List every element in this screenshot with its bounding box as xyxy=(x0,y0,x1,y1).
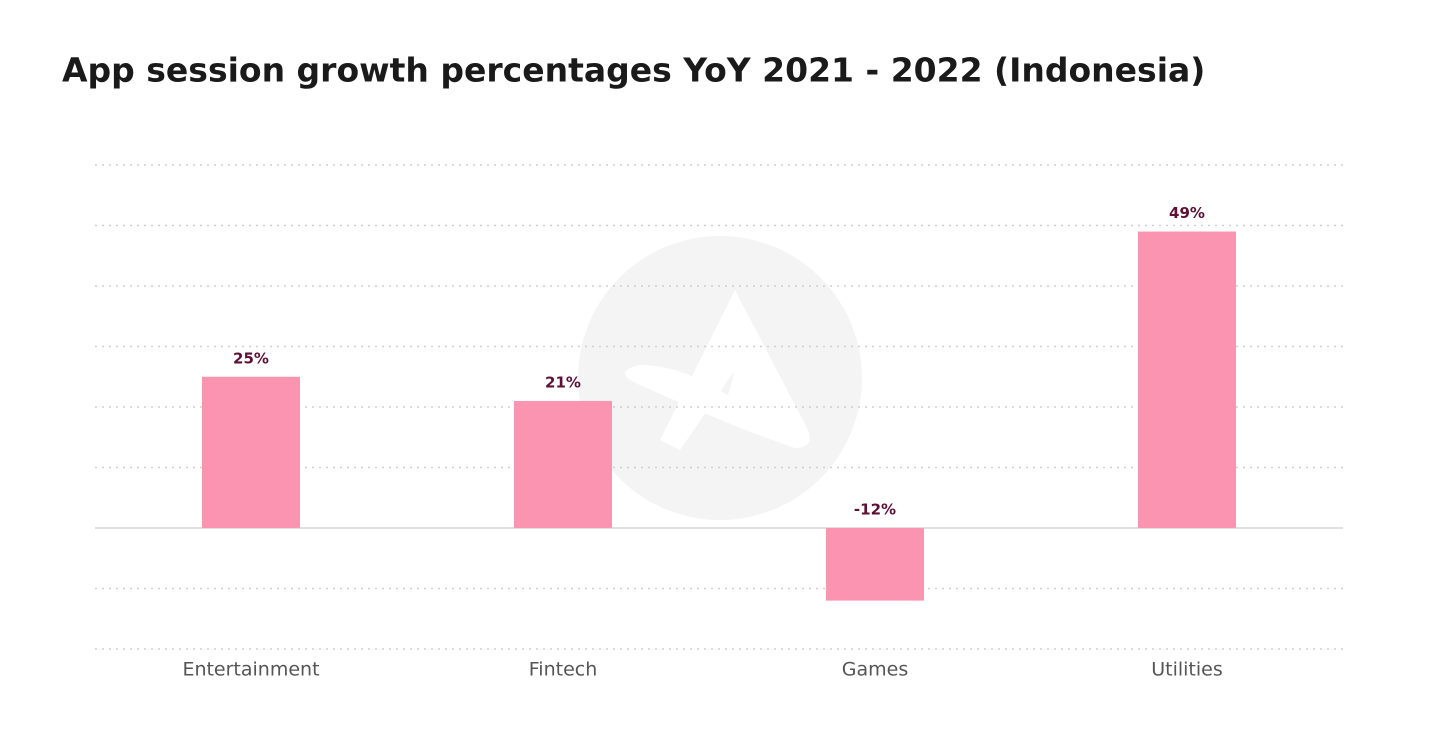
value-label: -12% xyxy=(854,501,896,519)
chart-title: App session growth percentages YoY 2021 … xyxy=(62,51,1205,90)
value-label: 49% xyxy=(1169,204,1205,222)
bar xyxy=(202,376,300,528)
watermark-logo xyxy=(625,290,810,450)
bar xyxy=(1138,231,1236,529)
x-tick-label: Games xyxy=(842,659,908,681)
bar xyxy=(514,400,612,528)
x-tick-label: Entertainment xyxy=(182,659,319,681)
x-tick-label: Fintech xyxy=(529,659,598,681)
x-tick-label: Utilities xyxy=(1151,659,1223,681)
bar xyxy=(826,528,924,601)
value-label: 25% xyxy=(233,349,269,367)
watermark xyxy=(578,236,862,520)
value-label: 21% xyxy=(545,373,581,391)
